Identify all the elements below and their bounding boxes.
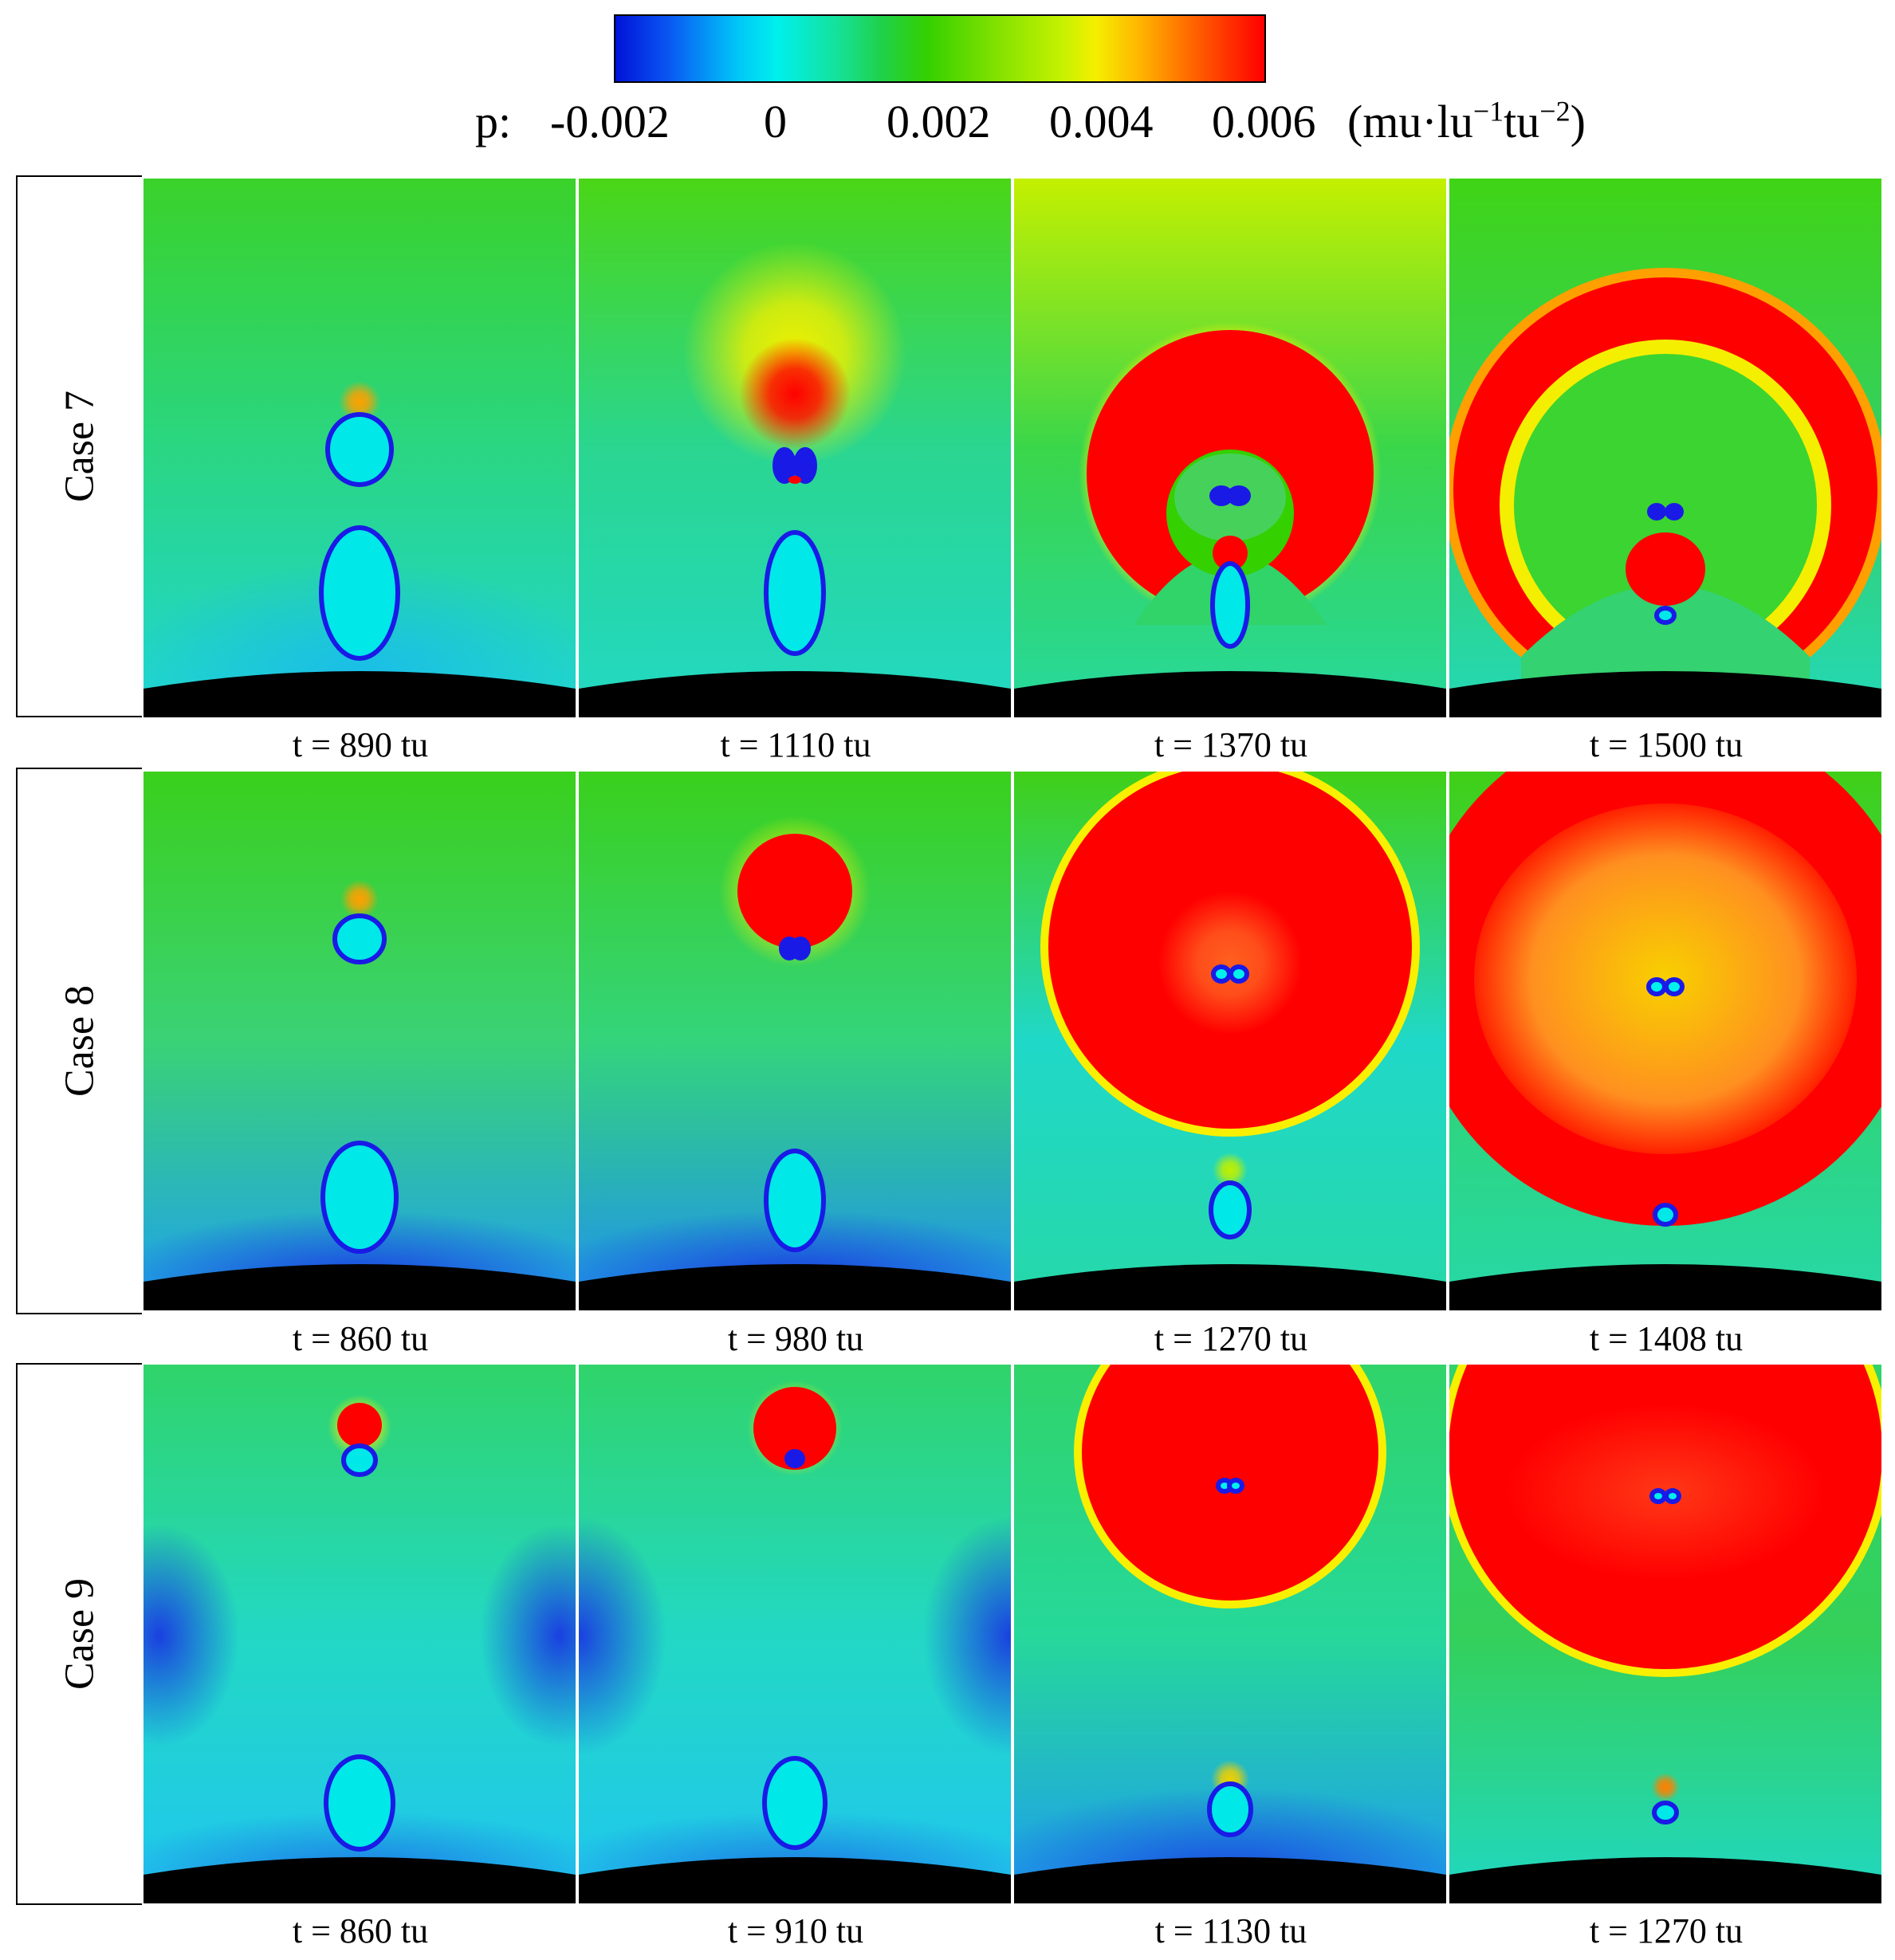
- case-8-label: Case 8: [57, 984, 103, 1098]
- pressure-field-panel: [144, 1365, 576, 1903]
- time-label: t = 860 tu: [292, 1319, 429, 1358]
- time-label: t = 1130 tu: [1154, 1911, 1307, 1950]
- pressure-field-panel: [1014, 179, 1446, 717]
- units-mid: tu: [1504, 96, 1540, 147]
- time-label: t = 980 tu: [727, 1319, 864, 1358]
- time-label: t = 860 tu: [292, 1911, 429, 1950]
- legend-variable-label: p:: [475, 96, 512, 147]
- colorbar: [614, 14, 1266, 83]
- legend-tick-label: 0.004: [1049, 96, 1154, 147]
- case-8-box: Case 8: [16, 768, 142, 1314]
- pressure-field-panel: [1014, 772, 1446, 1310]
- time-label: t = 890 tu: [292, 725, 429, 764]
- legend-tick-label: 0.006: [1212, 96, 1316, 147]
- legend-tick-label: -0.002: [550, 96, 670, 147]
- pressure-field-panel: [1449, 772, 1881, 1310]
- pressure-field-panel: [579, 179, 1011, 717]
- time-label: t = 1110 tu: [720, 725, 871, 764]
- time-label: t = 1370 tu: [1154, 725, 1308, 764]
- legend-tick-label: 0: [764, 96, 787, 147]
- pressure-field-panel: [579, 772, 1011, 1310]
- pressure-field-panel: [579, 1365, 1011, 1903]
- pressure-field-panel: [1449, 1365, 1881, 1903]
- units-base: (mu·lu: [1347, 96, 1473, 147]
- case-7-label: Case 7: [57, 390, 103, 503]
- case-9-label: Case 9: [57, 1577, 103, 1691]
- legend-units: (mu·lu−1tu−2): [1347, 94, 1586, 150]
- units-exponent-2: −2: [1539, 95, 1571, 128]
- pressure-field-panel: [1014, 1365, 1446, 1903]
- units-close: ): [1570, 96, 1586, 147]
- pressure-field-panel: [144, 772, 576, 1310]
- case-7-box: Case 7: [16, 175, 142, 717]
- time-label: t = 1408 tu: [1589, 1319, 1744, 1358]
- case-9-box: Case 9: [16, 1363, 142, 1905]
- time-label: t = 1270 tu: [1589, 1911, 1744, 1950]
- time-label: t = 1500 tu: [1589, 725, 1744, 764]
- pressure-field-panel: [1449, 179, 1881, 717]
- time-label: t = 910 tu: [727, 1911, 864, 1950]
- legend-tick-label: 0.002: [887, 96, 991, 147]
- units-exponent-1: −1: [1472, 95, 1504, 128]
- time-label: t = 1270 tu: [1154, 1319, 1308, 1358]
- pressure-field-panel: [144, 179, 576, 717]
